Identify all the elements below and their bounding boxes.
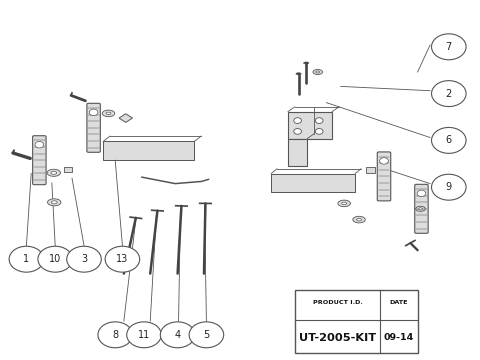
Ellipse shape — [304, 62, 309, 64]
Circle shape — [294, 118, 301, 123]
Text: PRODUCT I.D.: PRODUCT I.D. — [312, 300, 362, 305]
Ellipse shape — [51, 171, 57, 174]
Ellipse shape — [316, 71, 320, 73]
Circle shape — [35, 141, 44, 148]
Circle shape — [9, 246, 44, 272]
Circle shape — [160, 322, 195, 348]
Text: 9: 9 — [446, 182, 452, 192]
Text: 8: 8 — [112, 330, 118, 340]
Ellipse shape — [47, 169, 60, 176]
Bar — [288, 139, 307, 166]
Text: 4: 4 — [175, 330, 180, 340]
Ellipse shape — [48, 199, 61, 206]
Circle shape — [432, 174, 466, 200]
Circle shape — [98, 322, 132, 348]
Circle shape — [67, 246, 101, 272]
Circle shape — [417, 190, 426, 197]
Ellipse shape — [296, 73, 301, 75]
Bar — [271, 174, 355, 192]
Circle shape — [38, 246, 72, 272]
FancyBboxPatch shape — [33, 136, 46, 185]
Ellipse shape — [106, 112, 111, 114]
FancyBboxPatch shape — [87, 103, 100, 152]
Circle shape — [432, 127, 466, 153]
Ellipse shape — [419, 208, 422, 210]
Text: 09-14: 09-14 — [384, 333, 414, 342]
Circle shape — [105, 246, 140, 272]
Ellipse shape — [102, 110, 115, 117]
Text: UT-2005-KIT: UT-2005-KIT — [299, 333, 376, 343]
Text: 1: 1 — [24, 254, 29, 264]
Bar — [103, 141, 194, 160]
FancyBboxPatch shape — [377, 152, 391, 201]
Bar — [295, 290, 418, 353]
Circle shape — [89, 109, 98, 116]
Text: 13: 13 — [116, 254, 129, 264]
Circle shape — [189, 322, 224, 348]
Ellipse shape — [338, 200, 350, 207]
Text: 3: 3 — [81, 254, 87, 264]
Circle shape — [315, 129, 323, 134]
Polygon shape — [119, 114, 132, 122]
Bar — [64, 167, 72, 172]
Circle shape — [315, 118, 323, 123]
Text: 6: 6 — [446, 135, 452, 145]
FancyBboxPatch shape — [415, 184, 428, 233]
Text: 2: 2 — [445, 89, 452, 99]
Ellipse shape — [313, 69, 323, 75]
Text: 5: 5 — [203, 330, 210, 340]
Ellipse shape — [353, 216, 365, 223]
Circle shape — [380, 158, 388, 164]
Circle shape — [432, 81, 466, 107]
Text: 7: 7 — [445, 42, 452, 52]
Ellipse shape — [342, 202, 347, 204]
Circle shape — [127, 322, 161, 348]
Ellipse shape — [416, 206, 425, 211]
Ellipse shape — [51, 201, 57, 204]
Text: 11: 11 — [138, 330, 150, 340]
Circle shape — [432, 34, 466, 60]
Text: DATE: DATE — [389, 300, 408, 305]
Ellipse shape — [357, 218, 361, 221]
Bar — [288, 112, 332, 139]
Circle shape — [294, 129, 301, 134]
Text: 10: 10 — [49, 254, 61, 264]
Bar — [366, 167, 375, 173]
